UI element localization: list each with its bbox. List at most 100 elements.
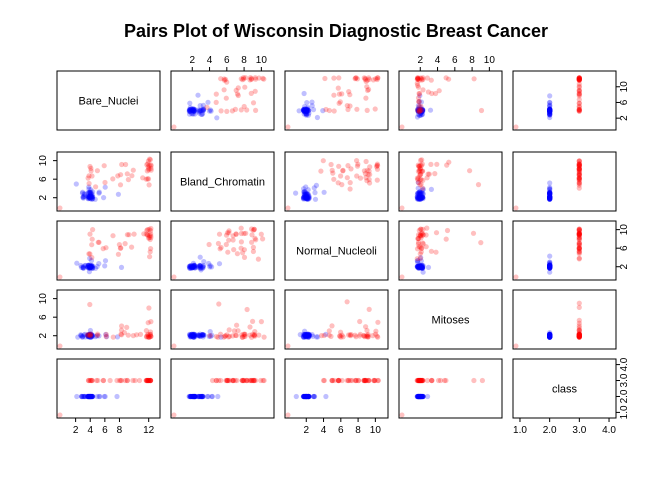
data-point <box>347 332 353 338</box>
data-point <box>96 333 102 339</box>
data-point <box>306 195 312 201</box>
data-point <box>547 190 553 196</box>
data-point <box>547 263 553 270</box>
data-point <box>190 264 196 270</box>
data-point <box>348 166 354 172</box>
data-point <box>107 377 113 384</box>
data-point <box>226 237 232 243</box>
data-point <box>198 393 204 400</box>
data-point <box>416 263 422 270</box>
data-point <box>88 333 94 339</box>
data-point <box>547 193 553 199</box>
data-point <box>419 264 425 270</box>
data-point <box>216 231 223 237</box>
data-point <box>191 263 197 269</box>
data-point <box>547 190 553 197</box>
data-point <box>547 333 553 339</box>
data-point <box>301 107 307 113</box>
data-point <box>423 244 429 250</box>
outlier-point <box>171 274 177 280</box>
data-point <box>82 262 88 268</box>
data-point <box>576 245 582 251</box>
data-point <box>304 196 310 202</box>
data-point <box>547 195 553 201</box>
data-point <box>547 112 553 118</box>
data-point <box>297 332 303 338</box>
data-point <box>304 331 311 337</box>
data-point <box>576 167 582 173</box>
data-point <box>207 329 213 335</box>
data-point <box>306 196 312 202</box>
data-point <box>417 251 423 257</box>
data-point <box>300 107 306 113</box>
data-point <box>216 377 222 384</box>
data-point <box>419 245 425 251</box>
data-point <box>418 171 424 177</box>
data-point <box>89 393 95 400</box>
data-point <box>303 108 309 115</box>
data-point <box>114 393 120 400</box>
data-point <box>207 333 213 339</box>
data-point <box>471 377 477 384</box>
data-point <box>576 334 582 340</box>
tick-label: 6 <box>102 425 108 436</box>
data-point <box>416 103 422 109</box>
data-point <box>234 377 240 384</box>
data-point <box>223 232 230 238</box>
data-point <box>85 194 92 201</box>
data-point <box>197 264 203 270</box>
tick-label: 4 <box>87 425 93 436</box>
data-point <box>416 196 422 202</box>
data-point <box>86 332 92 338</box>
data-point <box>186 108 192 114</box>
data-point <box>186 393 192 400</box>
data-point <box>420 269 426 275</box>
data-point <box>336 100 342 106</box>
data-point <box>131 231 137 237</box>
data-point <box>88 333 94 339</box>
data-point <box>96 190 102 196</box>
data-point <box>547 196 553 202</box>
data-point <box>338 329 344 335</box>
data-point <box>89 393 95 400</box>
data-point <box>250 248 256 255</box>
data-point <box>305 104 311 111</box>
data-point <box>235 328 241 334</box>
data-point <box>326 328 332 334</box>
data-point <box>146 377 152 384</box>
data-point <box>124 232 130 238</box>
data-point <box>87 393 93 400</box>
panel-class-vs-Mitoses <box>398 358 503 419</box>
data-point <box>420 107 426 113</box>
data-point <box>188 334 194 340</box>
data-point <box>364 167 370 173</box>
panel-Bare_Nuclei-vs-Mitoses <box>398 70 503 131</box>
data-point <box>355 161 361 167</box>
data-point <box>338 173 344 179</box>
data-point <box>303 111 310 117</box>
data-point <box>89 192 95 198</box>
data-point <box>200 264 206 270</box>
data-point <box>547 263 553 269</box>
data-point <box>87 190 93 196</box>
data-point <box>188 334 194 340</box>
data-point <box>301 107 307 114</box>
panel-frame <box>56 289 161 350</box>
data-point <box>547 110 553 116</box>
data-point <box>418 111 424 117</box>
data-point <box>547 196 553 202</box>
panel-class-vs-class: class <box>512 358 617 419</box>
data-point <box>85 263 91 269</box>
data-point <box>191 334 197 340</box>
data-point <box>146 182 152 188</box>
data-point <box>547 193 553 199</box>
data-point <box>374 76 380 83</box>
data-point <box>92 265 99 271</box>
data-point <box>241 230 247 237</box>
data-point <box>87 264 93 270</box>
data-point <box>118 332 125 338</box>
data-point <box>300 107 306 113</box>
data-point <box>306 332 312 338</box>
data-point <box>187 331 193 337</box>
data-point <box>576 88 582 95</box>
